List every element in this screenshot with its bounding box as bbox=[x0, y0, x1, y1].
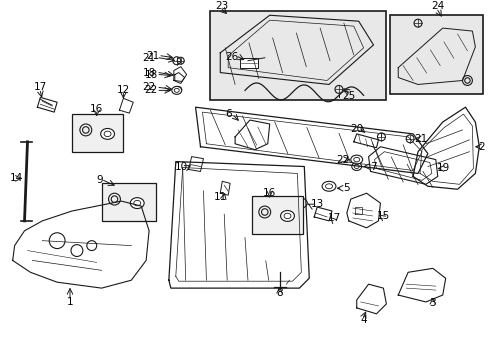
Text: 26: 26 bbox=[225, 52, 238, 62]
Text: 5: 5 bbox=[343, 183, 349, 193]
Ellipse shape bbox=[280, 211, 294, 221]
Text: 18: 18 bbox=[142, 68, 155, 78]
Text: 21: 21 bbox=[413, 134, 427, 144]
Text: 24: 24 bbox=[430, 1, 444, 12]
Text: 16: 16 bbox=[263, 188, 276, 198]
Bar bbox=[251, 196, 303, 234]
Ellipse shape bbox=[325, 184, 332, 189]
Ellipse shape bbox=[174, 89, 179, 93]
Text: 17: 17 bbox=[34, 82, 47, 93]
Bar bbox=[389, 15, 482, 94]
Text: 21: 21 bbox=[146, 51, 160, 61]
Text: 7: 7 bbox=[369, 162, 376, 171]
Ellipse shape bbox=[104, 131, 111, 136]
Text: 10: 10 bbox=[175, 162, 188, 171]
Bar bbox=[210, 11, 386, 100]
Ellipse shape bbox=[284, 213, 290, 219]
Text: 14: 14 bbox=[10, 174, 23, 183]
Text: 12: 12 bbox=[117, 85, 130, 95]
Text: 17: 17 bbox=[326, 213, 340, 223]
Text: 8: 8 bbox=[276, 288, 283, 298]
Ellipse shape bbox=[295, 201, 303, 206]
Ellipse shape bbox=[322, 181, 335, 191]
Ellipse shape bbox=[291, 198, 306, 208]
Text: 4: 4 bbox=[360, 315, 366, 325]
Text: 18: 18 bbox=[144, 69, 157, 80]
Text: 11: 11 bbox=[213, 192, 226, 202]
Text: 22: 22 bbox=[336, 154, 349, 165]
Ellipse shape bbox=[351, 163, 361, 171]
Text: 16: 16 bbox=[90, 104, 103, 114]
Ellipse shape bbox=[171, 86, 182, 94]
Text: 6: 6 bbox=[224, 109, 231, 119]
Ellipse shape bbox=[175, 88, 180, 91]
Ellipse shape bbox=[353, 157, 359, 162]
Bar bbox=[102, 183, 156, 221]
Text: 9: 9 bbox=[96, 175, 103, 185]
Text: 25: 25 bbox=[342, 91, 355, 101]
Ellipse shape bbox=[350, 155, 362, 164]
Text: 15: 15 bbox=[376, 211, 389, 221]
Text: 13: 13 bbox=[310, 199, 323, 209]
Ellipse shape bbox=[130, 198, 144, 208]
Text: 2: 2 bbox=[477, 142, 484, 152]
Text: 20: 20 bbox=[349, 124, 363, 134]
Bar bbox=[72, 114, 123, 152]
Ellipse shape bbox=[173, 86, 182, 93]
Text: 3: 3 bbox=[428, 298, 435, 308]
Text: 22: 22 bbox=[144, 85, 157, 95]
Text: 21: 21 bbox=[142, 53, 155, 63]
Ellipse shape bbox=[101, 129, 114, 139]
Text: 19: 19 bbox=[436, 163, 449, 174]
Text: 1: 1 bbox=[66, 297, 73, 307]
Ellipse shape bbox=[134, 201, 141, 206]
Bar bbox=[240, 58, 257, 68]
Ellipse shape bbox=[353, 165, 359, 168]
Text: 22: 22 bbox=[142, 82, 155, 93]
Text: 23: 23 bbox=[215, 1, 228, 12]
